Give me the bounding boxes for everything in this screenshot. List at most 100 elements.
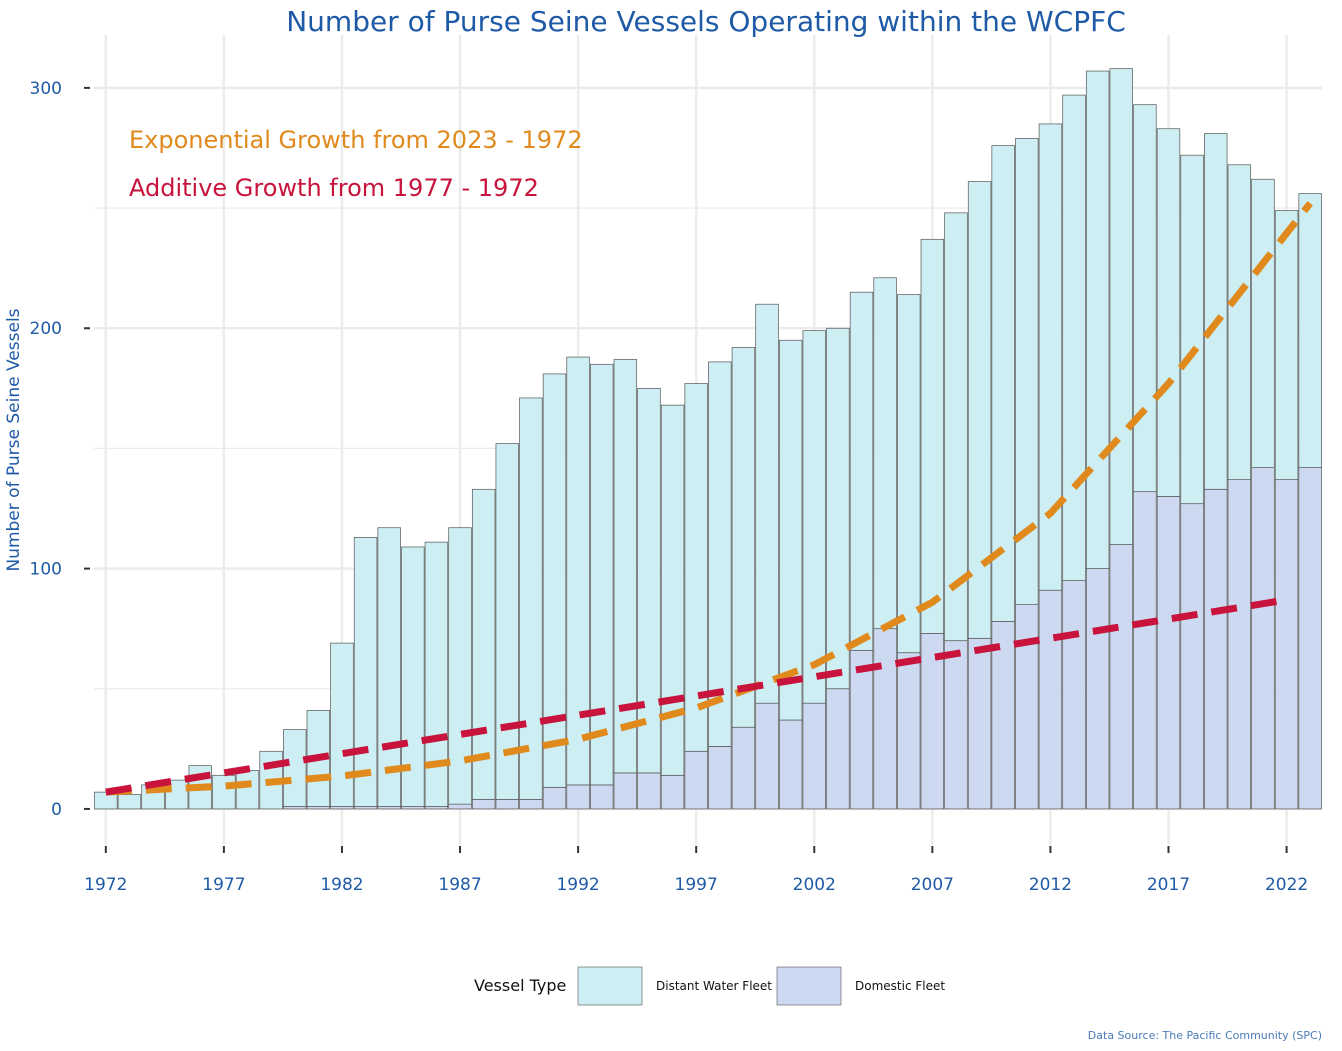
x-tick-label: 1992 [556, 875, 599, 895]
bar-distant-water-fleet-2003 [826, 327, 850, 690]
bar-domestic-fleet-1995 [637, 772, 661, 810]
legend-swatch-distant-water-fleet [577, 966, 643, 1006]
x-tick-label: 1982 [320, 875, 363, 895]
bar-distant-water-fleet-1997 [684, 383, 708, 752]
bar-distant-water-fleet-1983 [353, 536, 378, 807]
bar-domestic-fleet-1997 [684, 750, 708, 810]
additive-growth-annotation: Additive Growth from 1977 - 1972 [129, 174, 539, 202]
bar-domestic-fleet-2022 [1274, 479, 1299, 810]
bar-domestic-fleet-2001 [778, 719, 803, 810]
bar-domestic-fleet-2018 [1180, 503, 1204, 810]
bar-domestic-fleet-2012 [1038, 589, 1063, 810]
bar-distant-water-fleet-2020 [1227, 164, 1252, 481]
bar-distant-water-fleet-2008 [944, 212, 968, 642]
bar-domestic-fleet-1981 [306, 806, 331, 810]
bar-distant-water-fleet-1980 [283, 729, 307, 807]
bar-distant-water-fleet-2013 [1062, 94, 1086, 581]
bar-distant-water-fleet-2011 [1015, 138, 1039, 605]
y-axis-label: Number of Purse Seine Vessels [4, 308, 24, 571]
bar-distant-water-fleet-2017 [1156, 128, 1181, 497]
bar-distant-water-fleet-2021 [1251, 178, 1275, 468]
x-tick-label: 2002 [793, 875, 836, 895]
y-tick-label: 100 [30, 560, 62, 580]
bar-domestic-fleet-1989 [495, 798, 519, 810]
bar-domestic-fleet-2002 [802, 702, 826, 810]
bar-distant-water-fleet-2004 [849, 291, 874, 651]
legend-label-distant-water-fleet: Distant Water Fleet [656, 979, 772, 993]
bar-domestic-fleet-2005 [873, 628, 897, 810]
bar-domestic-fleet-2014 [1085, 568, 1110, 810]
bar-distant-water-fleet-1999 [731, 347, 756, 728]
bar-domestic-fleet-1980 [283, 806, 307, 810]
bar-domestic-fleet-2009 [967, 637, 992, 810]
bar-domestic-fleet-1982 [330, 806, 354, 810]
bar-domestic-fleet-2023 [1298, 467, 1322, 810]
legend-title: Vessel Type [474, 976, 566, 995]
bar-domestic-fleet-1985 [401, 806, 425, 810]
x-tick-label: 1977 [202, 875, 245, 895]
bar-domestic-fleet-2017 [1156, 496, 1181, 810]
bar-distant-water-fleet-2012 [1038, 123, 1063, 591]
trend-layer [105, 201, 1313, 796]
bar-domestic-fleet-1988 [471, 798, 496, 810]
bar-distant-water-fleet-1992 [566, 356, 590, 786]
bar-domestic-fleet-2015 [1109, 544, 1133, 810]
bar-domestic-fleet-1987 [448, 803, 472, 810]
bar-domestic-fleet-1999 [731, 726, 756, 810]
bar-domestic-fleet-2006 [897, 652, 921, 810]
bar-domestic-fleet-2008 [944, 640, 968, 810]
bar-distant-water-fleet-1994 [613, 359, 638, 774]
data-source-note: Data Source: The Pacific Community (SPC) [1088, 1029, 1322, 1042]
bar-distant-water-fleet-1973 [117, 794, 142, 810]
bar-domestic-fleet-2016 [1133, 491, 1157, 810]
bar-distant-water-fleet-2006 [897, 294, 921, 654]
y-tick-label: 200 [30, 319, 62, 339]
x-tick-label: 1987 [438, 875, 481, 895]
bar-distant-water-fleet-1978 [235, 770, 260, 810]
bar-distant-water-fleet-1988 [471, 488, 496, 800]
bar-domestic-fleet-2013 [1062, 580, 1086, 810]
exponential-growth-annotation: Exponential Growth from 2023 - 1972 [129, 126, 583, 154]
bar-distant-water-fleet-2005 [873, 277, 897, 630]
bar-domestic-fleet-2000 [755, 702, 779, 810]
bar-distant-water-fleet-1996 [660, 404, 685, 776]
bar-distant-water-fleet-2019 [1204, 133, 1228, 490]
bar-distant-water-fleet-1977 [212, 774, 236, 810]
bar-domestic-fleet-1993 [590, 784, 614, 810]
bar-domestic-fleet-2007 [920, 633, 945, 810]
bars-layer [94, 68, 1322, 810]
bar-distant-water-fleet-1989 [495, 443, 519, 800]
legend-label-domestic-fleet: Domestic Fleet [855, 979, 945, 993]
bar-distant-water-fleet-1993 [590, 363, 614, 786]
x-tick-label: 2007 [911, 875, 954, 895]
bar-distant-water-fleet-1984 [377, 527, 401, 807]
x-tick-label: 1972 [84, 875, 127, 895]
bar-distant-water-fleet-2023 [1298, 193, 1322, 468]
x-tick-label: 2017 [1147, 875, 1190, 895]
bar-distant-water-fleet-2009 [967, 181, 992, 639]
bar-domestic-fleet-1996 [660, 774, 685, 810]
bar-distant-water-fleet-2007 [920, 238, 945, 634]
bar-domestic-fleet-2020 [1227, 479, 1252, 810]
y-tick-label: 0 [51, 800, 62, 820]
bar-distant-water-fleet-1982 [330, 642, 354, 807]
bar-domestic-fleet-2011 [1015, 604, 1039, 810]
bar-domestic-fleet-1983 [353, 806, 378, 810]
axis-layer: 0 100 200 300 1972 1977 1982 1987 1992 1997 2002 20… [30, 79, 1309, 895]
bar-domestic-fleet-2003 [826, 688, 850, 810]
bar-distant-water-fleet-2002 [802, 330, 826, 704]
y-tick-label: 300 [30, 79, 62, 99]
bar-domestic-fleet-2019 [1204, 488, 1228, 810]
bar-domestic-fleet-2021 [1251, 467, 1275, 810]
bar-distant-water-fleet-2014 [1085, 70, 1110, 569]
bar-domestic-fleet-1984 [377, 806, 401, 810]
bar-domestic-fleet-1990 [519, 798, 543, 810]
bar-domestic-fleet-1994 [613, 772, 638, 810]
bar-domestic-fleet-1986 [424, 806, 449, 810]
x-tick-label: 2012 [1029, 875, 1072, 895]
bar-distant-water-fleet-1990 [519, 397, 543, 800]
bar-distant-water-fleet-2016 [1133, 104, 1157, 493]
bar-domestic-fleet-1991 [542, 786, 567, 810]
